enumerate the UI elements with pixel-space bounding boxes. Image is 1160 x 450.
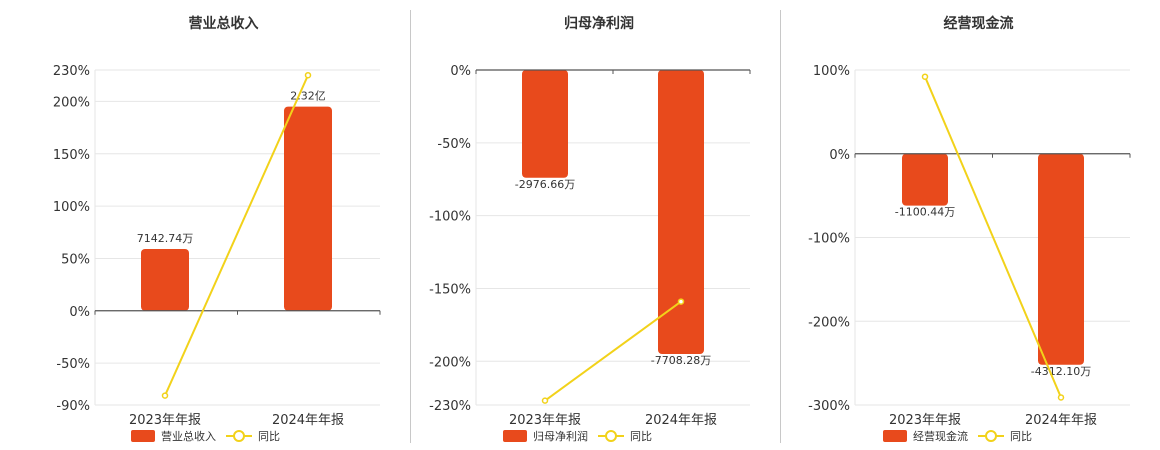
legend-line-marker <box>985 430 997 442</box>
panel-divider <box>410 10 411 443</box>
x-tick-label: 2023年年报 <box>129 413 201 428</box>
yoy-point <box>304 71 312 79</box>
bar-data-label: -1100.44万 <box>895 206 955 219</box>
chart-panel-net-profit: 归母净利润 0% -50% -100% -150% -200% -230% -2976.66万… <box>410 0 790 450</box>
y-tick-label: -50% <box>56 357 90 372</box>
y-tick-label: 200% <box>53 95 90 110</box>
yoy-point <box>1057 394 1065 401</box>
y-tick-label: -150% <box>429 282 471 297</box>
legend-line-marker <box>605 430 617 442</box>
chart-title: 归母净利润 <box>564 15 634 32</box>
chart-panel-revenue: 营业总收入 230% 200% 150% 100% 50% 0% -50% -90% 7142.7… <box>30 0 410 450</box>
y-tick-label: 150% <box>53 148 90 163</box>
legend-bar-label: 归母净利润 <box>533 429 588 443</box>
legend-bar-swatch <box>503 430 527 442</box>
legend-bar-swatch <box>883 430 907 442</box>
yoy-point <box>541 397 549 404</box>
bar <box>1038 153 1084 365</box>
y-tick-label: -100% <box>808 232 850 247</box>
bar-data-label: -7708.28万 <box>651 354 711 367</box>
x-tick-label: 2024年年报 <box>645 413 717 428</box>
yoy-line <box>544 300 682 402</box>
y-tick-label: 0% <box>829 148 850 163</box>
chart-title: 经营现金流 <box>944 15 1014 32</box>
y-tick-label: -200% <box>429 355 471 370</box>
y-tick-label: 0% <box>450 64 471 79</box>
legend-line-marker <box>233 430 245 442</box>
net-profit-chart: 归母净利润 0% -50% -100% -150% -200% -230% -2976.66万… <box>429 15 751 443</box>
y-tick-label: 230% <box>53 64 90 79</box>
y-tick-label: -50% <box>437 137 471 152</box>
bar-data-label: -4312.10万 <box>1031 365 1091 378</box>
revenue-chart: 营业总收入 230% 200% 150% 100% 50% 0% -50% -90% 7142.7… <box>53 15 381 443</box>
bar <box>658 70 704 355</box>
x-tick-label: 2024年年报 <box>1025 413 1097 428</box>
legend-bar-label: 经营现金流 <box>913 429 968 443</box>
legend-line-label: 同比 <box>258 430 280 443</box>
y-tick-label: -200% <box>808 315 850 330</box>
y-tick-label: 50% <box>61 252 90 267</box>
bar <box>141 249 189 311</box>
yoy-point <box>161 392 169 399</box>
x-tick-label: 2023年年报 <box>509 413 581 428</box>
y-tick-label: -100% <box>429 210 471 225</box>
chart-panel-cash-flow: 经营现金流 100% 0% -100% -200% -300% -1100.44万 -4312… <box>780 0 1160 450</box>
bar <box>284 106 332 311</box>
y-tick-label: -300% <box>808 399 850 414</box>
bar <box>902 153 948 206</box>
legend-line-label: 同比 <box>1010 430 1032 443</box>
y-tick-label: 100% <box>53 200 90 215</box>
y-tick-label: -90% <box>56 399 90 414</box>
cash-flow-chart: 经营现金流 100% 0% -100% -200% -300% -1100.44万 -4312… <box>808 15 1131 443</box>
legend-bar-swatch <box>131 430 155 442</box>
yoy-point <box>677 298 685 305</box>
bar <box>522 70 568 178</box>
y-tick-label: 100% <box>813 64 850 79</box>
yoy-point <box>921 73 929 80</box>
yoy-line <box>924 76 1062 398</box>
y-tick-label: -230% <box>429 399 471 414</box>
legend-line-label: 同比 <box>630 430 652 443</box>
legend-bar-label: 营业总收入 <box>161 429 216 443</box>
bar-data-label: -2976.66万 <box>515 178 575 191</box>
bar-data-label: 7142.74万 <box>137 232 194 245</box>
x-tick-label: 2023年年报 <box>889 413 961 428</box>
yoy-line <box>164 74 309 396</box>
chart-title: 营业总收入 <box>189 15 259 32</box>
x-tick-label: 2024年年报 <box>272 413 344 428</box>
y-tick-label: 0% <box>69 305 90 320</box>
panel-divider <box>780 10 781 443</box>
